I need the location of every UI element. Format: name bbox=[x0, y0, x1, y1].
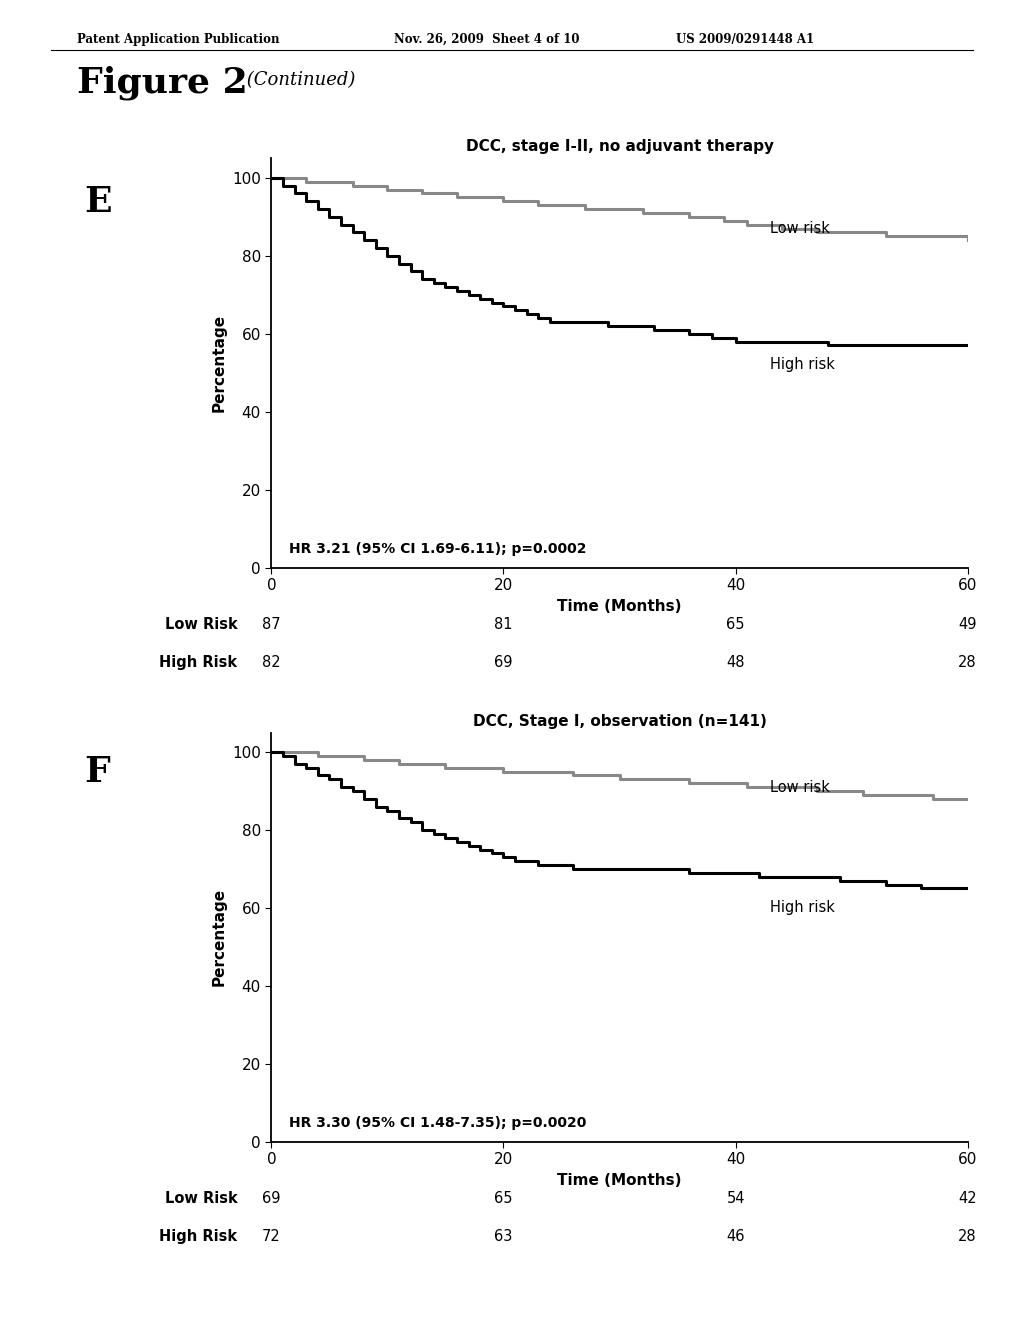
Text: 28: 28 bbox=[958, 655, 977, 671]
Text: 63: 63 bbox=[495, 1229, 513, 1245]
Text: HR 3.21 (95% CI 1.69-6.11); p=0.0002: HR 3.21 (95% CI 1.69-6.11); p=0.0002 bbox=[289, 543, 587, 556]
Text: 65: 65 bbox=[726, 616, 744, 632]
Text: Low Risk: Low Risk bbox=[165, 616, 238, 632]
Text: 48: 48 bbox=[726, 655, 744, 671]
Text: High Risk: High Risk bbox=[160, 1229, 238, 1245]
Text: Low risk: Low risk bbox=[770, 220, 830, 236]
Text: 46: 46 bbox=[726, 1229, 744, 1245]
X-axis label: Time (Months): Time (Months) bbox=[557, 598, 682, 614]
Text: F: F bbox=[84, 755, 110, 789]
Text: HR 3.30 (95% CI 1.48-7.35); p=0.0020: HR 3.30 (95% CI 1.48-7.35); p=0.0020 bbox=[289, 1117, 586, 1130]
Text: High risk: High risk bbox=[770, 358, 836, 372]
X-axis label: Time (Months): Time (Months) bbox=[557, 1172, 682, 1188]
Text: Patent Application Publication: Patent Application Publication bbox=[77, 33, 280, 46]
Text: 81: 81 bbox=[495, 616, 513, 632]
Text: 54: 54 bbox=[726, 1191, 744, 1206]
Text: 69: 69 bbox=[495, 655, 513, 671]
Text: Nov. 26, 2009  Sheet 4 of 10: Nov. 26, 2009 Sheet 4 of 10 bbox=[394, 33, 580, 46]
Text: 87: 87 bbox=[262, 616, 281, 632]
Text: 49: 49 bbox=[958, 616, 977, 632]
Text: 82: 82 bbox=[262, 655, 281, 671]
Text: US 2009/0291448 A1: US 2009/0291448 A1 bbox=[676, 33, 814, 46]
Text: 28: 28 bbox=[958, 1229, 977, 1245]
Title: DCC, Stage I, observation (n=141): DCC, Stage I, observation (n=141) bbox=[473, 714, 766, 729]
Text: Low risk: Low risk bbox=[770, 780, 830, 795]
Text: Low Risk: Low Risk bbox=[165, 1191, 238, 1206]
Title: DCC, stage I-II, no adjuvant therapy: DCC, stage I-II, no adjuvant therapy bbox=[466, 140, 773, 154]
Text: 72: 72 bbox=[262, 1229, 281, 1245]
Text: E: E bbox=[84, 185, 112, 219]
Y-axis label: Percentage: Percentage bbox=[212, 888, 226, 986]
Text: Figure 2: Figure 2 bbox=[77, 66, 248, 100]
Text: 69: 69 bbox=[262, 1191, 281, 1206]
Text: 42: 42 bbox=[958, 1191, 977, 1206]
Y-axis label: Percentage: Percentage bbox=[212, 314, 226, 412]
Text: High risk: High risk bbox=[770, 900, 836, 916]
Text: (Continued): (Continued) bbox=[241, 71, 355, 90]
Text: High Risk: High Risk bbox=[160, 655, 238, 671]
Text: 65: 65 bbox=[495, 1191, 513, 1206]
